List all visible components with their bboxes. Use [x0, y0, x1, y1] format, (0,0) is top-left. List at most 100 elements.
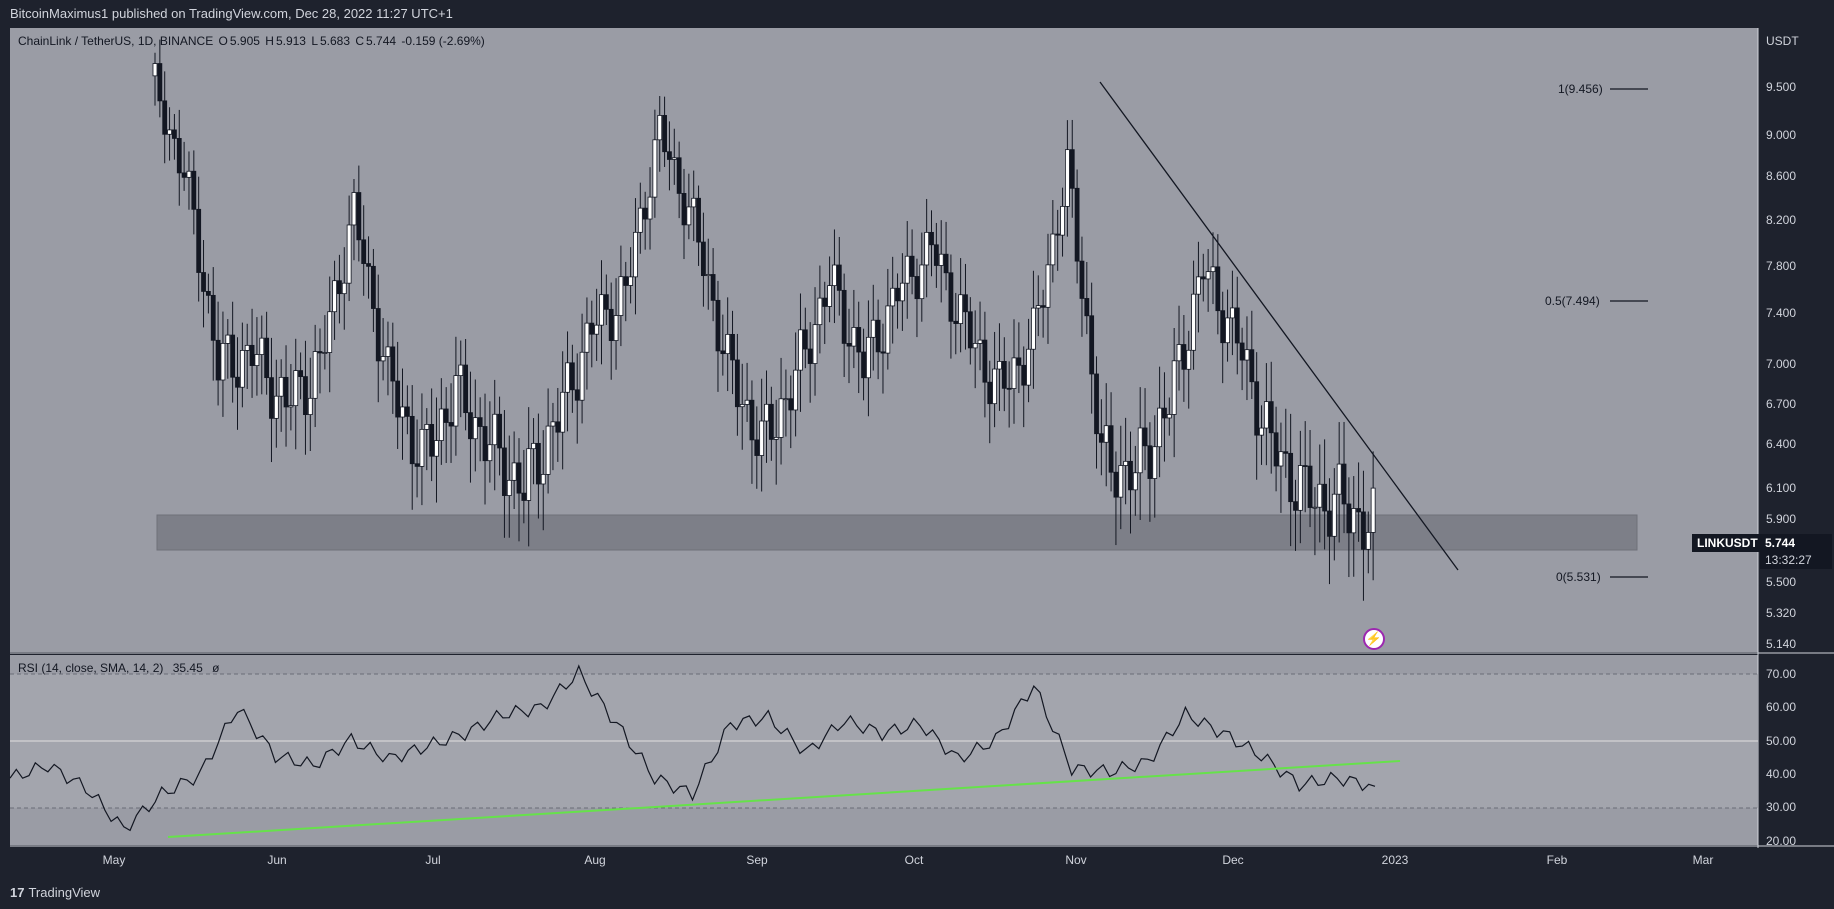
candle-body — [1113, 471, 1119, 498]
time-tick: Oct — [904, 853, 924, 867]
candle-body — [1346, 503, 1352, 534]
candle-body — [836, 264, 842, 291]
candle-body — [1210, 266, 1216, 273]
candle-body — [899, 282, 905, 302]
candle-body — [225, 334, 231, 344]
candle-body — [657, 115, 663, 141]
candle-body — [613, 315, 619, 341]
candle-body — [332, 280, 337, 313]
candle-body — [1370, 487, 1376, 533]
tradingview-logo[interactable]: 17 TradingView — [10, 885, 100, 900]
candle-body — [477, 417, 483, 427]
low-value: 5.683 — [320, 34, 351, 48]
close-value: 5.744 — [366, 34, 397, 48]
candle-body — [283, 376, 289, 408]
candle-body — [642, 207, 648, 220]
candle-body — [1196, 276, 1201, 295]
candle-body — [1234, 307, 1240, 344]
candle-body — [846, 343, 852, 347]
candle-body — [298, 370, 303, 377]
candle-body — [249, 344, 255, 366]
candle-body — [948, 272, 954, 322]
last-price-tag: 5.744 — [1760, 534, 1832, 552]
candle-body — [1302, 465, 1308, 467]
candle-body — [1132, 472, 1138, 491]
rsi-legend: RSI (14, close, SMA, 14, 2) 35.45 ø — [18, 661, 219, 675]
candle-body — [720, 350, 726, 355]
candle-body — [385, 346, 391, 357]
rsi-label: RSI (14, close, SMA, 14, 2) — [18, 661, 164, 675]
candle-body — [497, 413, 502, 449]
rsi-tick: 20.00 — [1766, 834, 1797, 848]
price-tick: 5.320 — [1766, 606, 1797, 620]
time-tick: Jul — [425, 853, 441, 867]
candle-body — [696, 197, 701, 243]
tv-logo-icon: 17 — [10, 885, 25, 900]
candle-body — [1283, 451, 1289, 454]
candle-body — [798, 329, 803, 371]
candle-body — [191, 170, 197, 210]
candle-body — [429, 424, 435, 457]
candle-body — [186, 170, 192, 178]
candle-body — [487, 444, 493, 462]
candle-body — [861, 351, 866, 379]
candle-body — [1031, 307, 1036, 350]
candle-body — [375, 308, 381, 362]
candle-body — [1152, 446, 1158, 479]
candle-body — [662, 115, 667, 153]
candle-body — [463, 364, 469, 414]
candle-body — [1341, 463, 1347, 505]
published-header: BitcoinMaximus1 published on TradingView… — [0, 0, 1834, 28]
rsi-value: 35.45 — [172, 661, 203, 675]
candle-body — [1225, 317, 1230, 344]
candle-body — [1098, 433, 1104, 443]
candle-body — [579, 351, 585, 401]
fib-label-1: 1(9.456) — [1558, 82, 1603, 96]
time-tick: Aug — [584, 853, 606, 867]
candle-body — [754, 439, 760, 456]
rsi-tick: 60.00 — [1766, 700, 1797, 714]
candle-body — [953, 320, 959, 324]
lightning-icon[interactable]: ⚡ — [1363, 628, 1385, 650]
price-tick: 6.400 — [1766, 437, 1797, 451]
candle-body — [783, 398, 789, 401]
symbol-legend: ChainLink / TetherUS, 1D, BINANCE O 5.905… — [18, 34, 487, 48]
candle-body — [540, 473, 546, 485]
candle-body — [997, 360, 1002, 370]
candle-body — [817, 297, 823, 326]
time-tick: Feb — [1546, 853, 1568, 867]
change-value: -0.159 (-2.69%) — [401, 34, 485, 48]
candle-body — [176, 138, 182, 174]
rsi-tick: 40.00 — [1766, 767, 1797, 781]
candle-body — [1064, 149, 1070, 207]
candle-body — [152, 63, 158, 77]
candle-body — [1336, 463, 1342, 495]
candle-body — [438, 408, 444, 441]
candle-body — [293, 370, 299, 407]
candle-body — [472, 417, 478, 440]
candle-body — [468, 412, 473, 440]
candle-body — [827, 285, 832, 307]
candle-body — [482, 426, 488, 462]
candle-body — [1200, 276, 1206, 280]
price-tick: 5.500 — [1766, 575, 1797, 589]
candle-body — [739, 404, 745, 408]
candle-body — [744, 399, 750, 405]
rsi-extra: ø — [212, 661, 220, 675]
candle-body — [618, 276, 624, 316]
candle-body — [565, 362, 570, 393]
candle-body — [1035, 305, 1041, 309]
candle-body — [710, 274, 716, 301]
candle-body — [531, 442, 536, 450]
candle-body — [1317, 483, 1323, 508]
candle-body — [676, 157, 682, 194]
candle-body — [705, 274, 711, 277]
candle-body — [1011, 357, 1017, 389]
candle-body — [909, 255, 915, 277]
rsi-trendline — [167, 760, 1401, 838]
candle-body — [550, 421, 556, 427]
candle-body — [603, 294, 609, 310]
candle-body — [1021, 364, 1027, 386]
candle-body — [574, 389, 580, 401]
